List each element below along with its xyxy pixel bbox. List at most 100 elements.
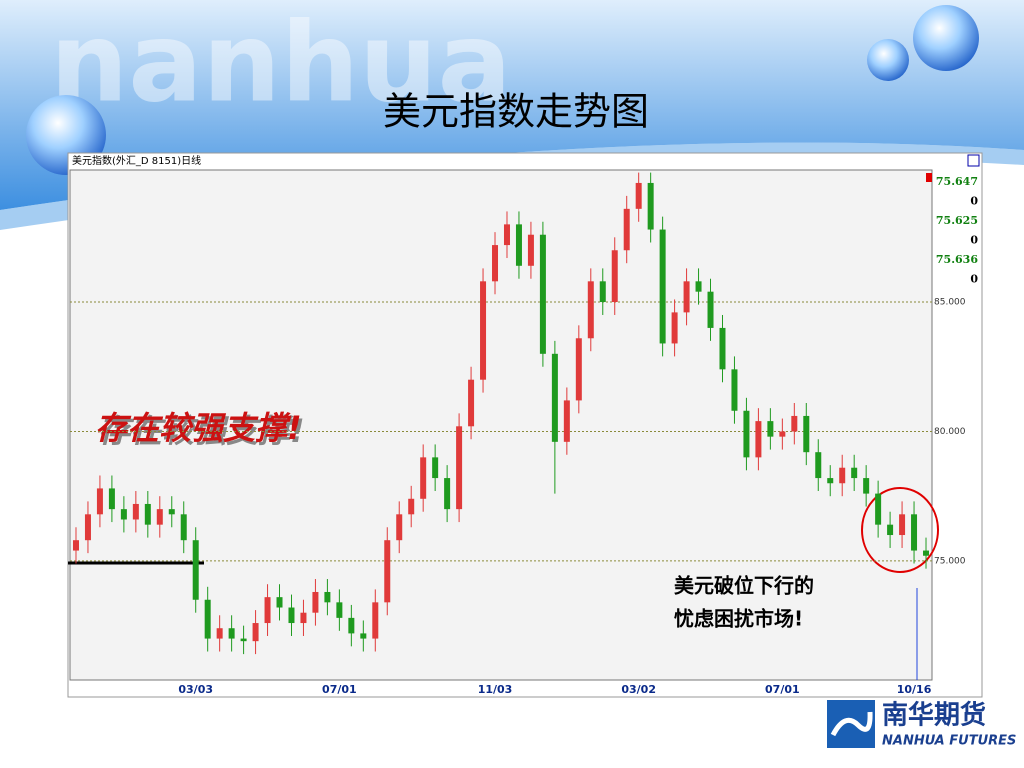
x-tick-label: 07/01 <box>322 683 357 696</box>
quote-value: 75.625 <box>936 214 978 227</box>
x-tick-label: 11/03 <box>478 683 513 696</box>
chart-title: 美元指数(外汇_D 8151)日线 <box>72 154 201 167</box>
logo-en: NANHUA FUTURES <box>882 734 1016 749</box>
highlight-circle <box>861 487 939 573</box>
x-tick-label: 07/01 <box>765 683 800 696</box>
candle-body <box>168 509 175 515</box>
candle-body <box>324 591 331 603</box>
logo-cn: 南华期货 <box>882 700 986 731</box>
quote-value: 0 <box>970 234 978 247</box>
annotation: 存在较强支撑! <box>95 409 302 447</box>
candle-body <box>659 229 666 344</box>
candle-body <box>144 503 151 525</box>
note-line: 美元破位下行的 <box>674 574 814 598</box>
y-tick-label: 80.000 <box>934 427 966 437</box>
candle-body <box>863 478 870 494</box>
candle-body <box>851 467 858 479</box>
candle-body <box>420 457 427 499</box>
quote-value: 75.647 <box>936 175 978 188</box>
watermark: nanhua <box>50 0 512 126</box>
x-tick-label: 10/16 <box>897 683 932 696</box>
candle-body <box>743 410 750 458</box>
candle-body <box>264 597 271 624</box>
candle-body <box>72 540 79 551</box>
candle-body <box>372 602 379 639</box>
candle-body <box>503 224 510 246</box>
candle-body <box>623 208 630 251</box>
slide-title: 美元指数走势图 <box>383 90 649 134</box>
candle-body <box>887 524 894 536</box>
candle-body <box>539 234 546 354</box>
candle-body <box>156 509 163 525</box>
candle-body <box>551 353 558 442</box>
candle-body <box>408 498 415 515</box>
candle-body <box>731 369 738 411</box>
candle-body <box>456 426 463 510</box>
candle-body <box>132 503 139 520</box>
window-button[interactable] <box>967 154 980 167</box>
quote-value: 75.636 <box>936 253 978 266</box>
candle-body <box>192 540 199 600</box>
candle-body <box>683 281 690 313</box>
candle-body <box>468 379 475 427</box>
candle-body <box>635 182 642 209</box>
candle-body <box>84 514 91 541</box>
marker <box>926 173 932 182</box>
candle-body <box>599 281 606 303</box>
candle-body <box>827 478 834 484</box>
candle-body <box>527 234 534 266</box>
candle-body <box>671 312 678 344</box>
candle-body <box>707 291 714 328</box>
x-tick-label: 03/02 <box>621 683 656 696</box>
quote-value: 0 <box>970 273 978 286</box>
candle-body <box>911 514 918 551</box>
candle-body <box>108 488 115 510</box>
candle-body <box>791 415 798 432</box>
candle-body <box>204 599 211 639</box>
quote-value: 0 <box>970 195 978 208</box>
candle-body <box>96 488 103 515</box>
candle-body <box>120 509 127 520</box>
candle-body <box>288 607 295 624</box>
candle-body <box>575 338 582 401</box>
candle-body <box>336 602 343 618</box>
y-tick-label: 85.000 <box>934 298 966 308</box>
y-tick-label: 75.000 <box>934 556 966 566</box>
plot-area <box>69 169 933 681</box>
note-line: 忧虑困扰市场! <box>674 607 803 631</box>
candle-body <box>228 628 235 639</box>
candle-body <box>180 514 187 541</box>
candle-body <box>444 478 451 510</box>
candle-body <box>312 591 319 613</box>
candle-body <box>360 633 367 639</box>
candle-body <box>515 224 522 266</box>
candle-body <box>276 597 283 608</box>
candle-body <box>348 617 355 634</box>
candle-body <box>767 421 774 437</box>
logo-glyph <box>830 711 873 737</box>
candle-body <box>923 550 930 556</box>
candle-body <box>252 623 259 642</box>
x-tick-label: 03/03 <box>178 683 213 696</box>
candle-body <box>432 457 439 479</box>
candle-body <box>240 638 247 642</box>
candle-body <box>839 467 846 484</box>
candle-body <box>300 612 307 624</box>
candle-body <box>587 281 594 339</box>
candle-body <box>216 628 223 639</box>
candle-body <box>755 421 762 458</box>
candle-body <box>899 514 906 536</box>
candle-body <box>803 415 810 453</box>
candle-body <box>779 431 786 437</box>
candle-body <box>647 182 654 230</box>
candle-body <box>695 281 702 292</box>
candle-body <box>815 452 822 479</box>
candle-body <box>611 250 618 303</box>
decor-ball <box>867 39 909 81</box>
candle-body <box>563 400 570 442</box>
candle-body <box>396 514 403 541</box>
decor-ball <box>913 5 979 71</box>
candle-body <box>480 281 487 380</box>
candle-body <box>719 327 726 370</box>
